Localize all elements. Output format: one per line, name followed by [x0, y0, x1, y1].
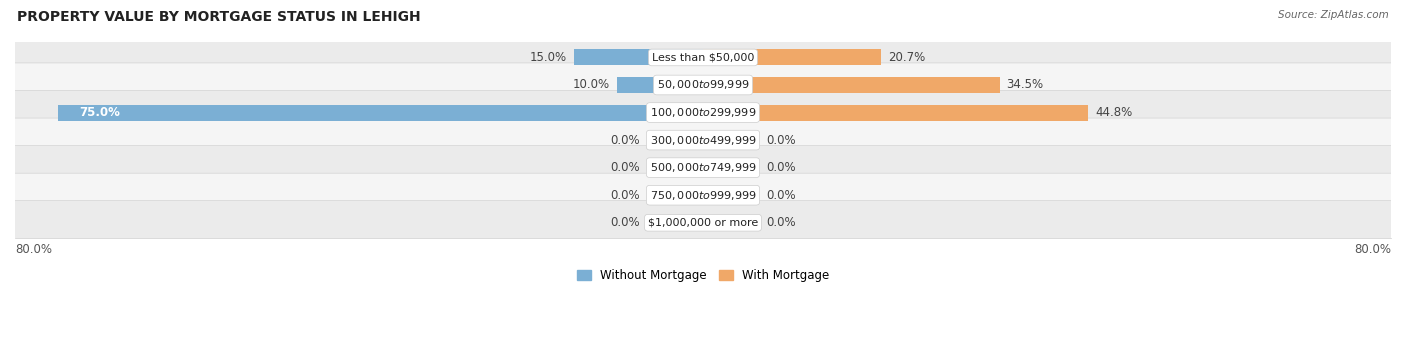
Bar: [647, 160, 703, 176]
Text: 44.8%: 44.8%: [1095, 106, 1132, 119]
Bar: [647, 215, 703, 231]
Bar: [703, 77, 1000, 93]
Bar: [703, 187, 759, 203]
Bar: [647, 187, 703, 203]
Text: 10.0%: 10.0%: [574, 78, 610, 91]
Text: $300,000 to $499,999: $300,000 to $499,999: [650, 134, 756, 147]
Legend: Without Mortgage, With Mortgage: Without Mortgage, With Mortgage: [572, 264, 834, 287]
Text: $500,000 to $749,999: $500,000 to $749,999: [650, 161, 756, 174]
Text: 34.5%: 34.5%: [1007, 78, 1043, 91]
FancyBboxPatch shape: [13, 201, 1393, 245]
Text: $100,000 to $299,999: $100,000 to $299,999: [650, 106, 756, 119]
Text: 0.0%: 0.0%: [610, 216, 640, 229]
Bar: [58, 105, 703, 120]
Text: 80.0%: 80.0%: [15, 243, 52, 256]
Text: 75.0%: 75.0%: [80, 106, 121, 119]
Text: 80.0%: 80.0%: [1354, 243, 1391, 256]
Text: Source: ZipAtlas.com: Source: ZipAtlas.com: [1278, 10, 1389, 20]
Text: PROPERTY VALUE BY MORTGAGE STATUS IN LEHIGH: PROPERTY VALUE BY MORTGAGE STATUS IN LEH…: [17, 10, 420, 24]
Text: 20.7%: 20.7%: [889, 51, 925, 64]
Text: 0.0%: 0.0%: [766, 189, 796, 202]
FancyBboxPatch shape: [13, 118, 1393, 162]
Text: 0.0%: 0.0%: [766, 161, 796, 174]
Bar: [703, 160, 759, 176]
FancyBboxPatch shape: [13, 35, 1393, 79]
Bar: [703, 215, 759, 231]
Text: $50,000 to $99,999: $50,000 to $99,999: [657, 78, 749, 91]
Text: $1,000,000 or more: $1,000,000 or more: [648, 218, 758, 228]
Text: $750,000 to $999,999: $750,000 to $999,999: [650, 189, 756, 202]
Text: 15.0%: 15.0%: [530, 51, 567, 64]
Text: 0.0%: 0.0%: [610, 134, 640, 147]
Text: 0.0%: 0.0%: [610, 189, 640, 202]
Text: 0.0%: 0.0%: [766, 134, 796, 147]
FancyBboxPatch shape: [13, 90, 1393, 135]
FancyBboxPatch shape: [13, 63, 1393, 107]
FancyBboxPatch shape: [13, 146, 1393, 190]
Text: 0.0%: 0.0%: [610, 161, 640, 174]
Text: Less than $50,000: Less than $50,000: [652, 53, 754, 62]
Bar: [703, 49, 882, 65]
Bar: [703, 105, 1088, 120]
Bar: [617, 77, 703, 93]
Bar: [574, 49, 703, 65]
Bar: [647, 132, 703, 148]
FancyBboxPatch shape: [13, 173, 1393, 217]
Bar: [703, 132, 759, 148]
Text: 0.0%: 0.0%: [766, 216, 796, 229]
